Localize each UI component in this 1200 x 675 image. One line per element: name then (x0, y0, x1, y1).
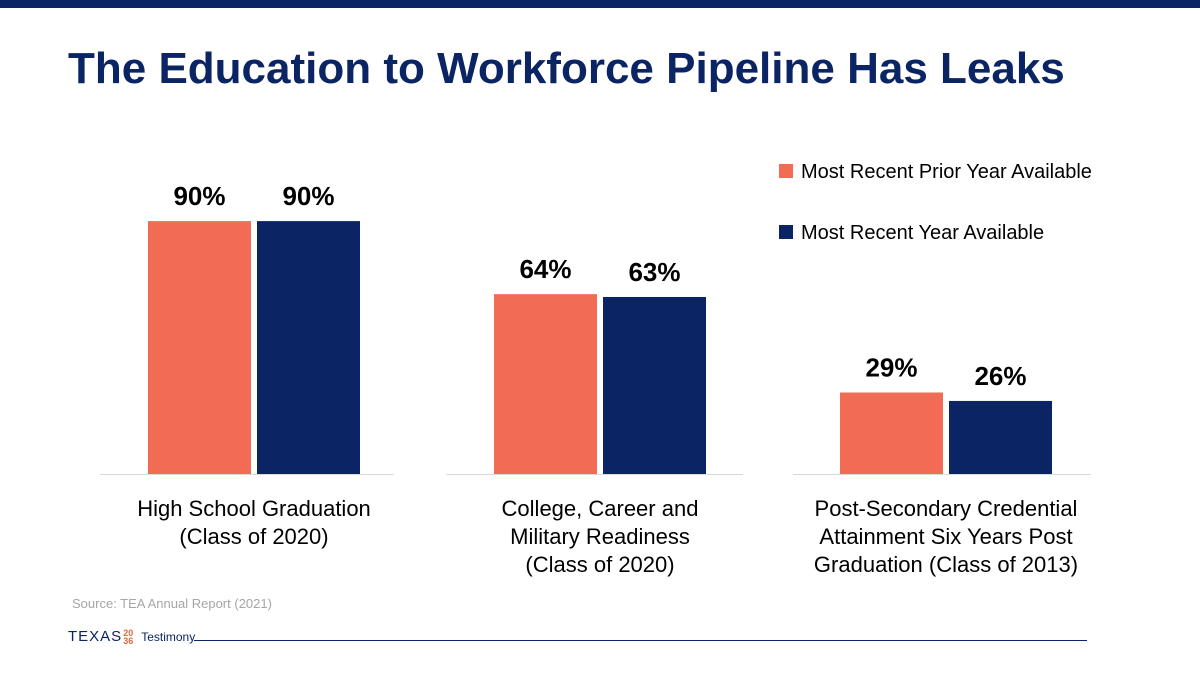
bar (148, 221, 251, 474)
legend-label: Most Recent Year Available (801, 222, 1044, 244)
bar (840, 392, 943, 474)
source-note: Source: TEA Annual Report (2021) (72, 596, 272, 611)
data-label: 90% (282, 181, 334, 211)
category-label-line: (Class of 2020) (525, 552, 674, 577)
category-label-line: Attainment Six Years Post (819, 524, 1072, 549)
category-label: High School Graduation (Class of 2020) (137, 496, 371, 549)
bar (949, 400, 1052, 474)
logo-wordmark: TEXAS (68, 628, 123, 645)
data-label: 63% (628, 257, 680, 287)
category-label-line: (Class of 2020) (179, 524, 328, 549)
data-label: 26% (974, 361, 1026, 391)
data-label: 90% (173, 181, 225, 211)
category-label-line: College, Career and (502, 496, 699, 521)
footer-label: Testimony (141, 629, 196, 644)
category-label-line: Military Readiness (510, 524, 690, 549)
category-label-line: Post-Secondary Credential (815, 496, 1078, 521)
category-label: College, Career and Military Readiness (Cl… (502, 496, 699, 577)
bar (494, 294, 597, 474)
logo-mark-top: 20 (123, 627, 134, 638)
footer-logo: TEXAS 20 36 Testimony (68, 628, 195, 645)
bar-chart: 90% 90% High School Graduation (Class of 20… (100, 161, 1092, 577)
footer-divider (194, 640, 1087, 641)
bar (603, 296, 706, 474)
legend-swatch (779, 164, 793, 178)
category-label-line: Graduation (Class of 2013) (814, 552, 1078, 577)
data-label: 29% (865, 353, 917, 383)
bar (257, 221, 360, 474)
data-label: 64% (519, 254, 571, 284)
category-label-line: High School Graduation (137, 496, 371, 521)
logo-mark-bottom: 36 (123, 635, 134, 646)
category-label: Post-Secondary Credential Attainment Six … (814, 496, 1078, 577)
page-title: The Education to Workforce Pipeline Has … (68, 44, 1065, 93)
top-accent-band (0, 0, 1200, 8)
legend-label: Most Recent Prior Year Available (801, 161, 1092, 183)
legend-swatch (779, 225, 793, 239)
logo-number-mark: 20 36 (123, 627, 134, 646)
